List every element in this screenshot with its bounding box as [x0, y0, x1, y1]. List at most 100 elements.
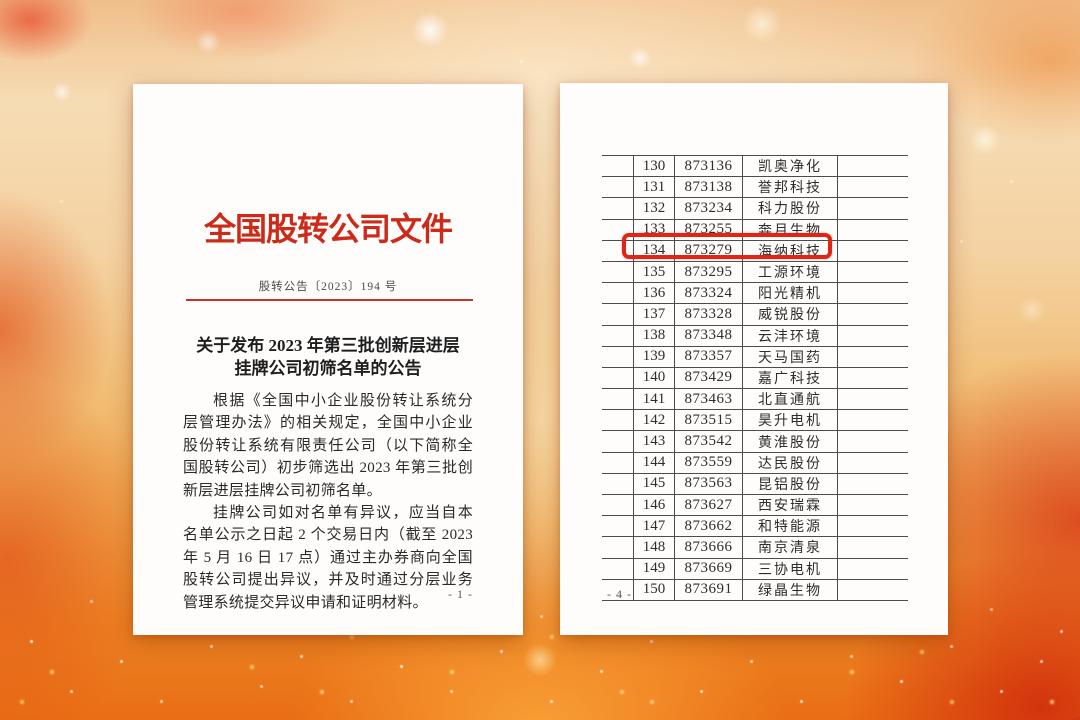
left-stub-cell — [602, 198, 633, 218]
left-stub-cell — [602, 326, 633, 346]
right-stub-cell — [837, 261, 908, 283]
left-stub-cell — [602, 177, 633, 197]
row-number-cell: 139 — [633, 346, 674, 367]
row-number-cell: 143 — [633, 431, 674, 452]
page-number-right: - 4 - — [607, 587, 632, 601]
table-row: 150 873691 绿晶生物 — [602, 579, 908, 601]
company-name-cell: 三协电机 — [742, 558, 837, 579]
stock-code-cell: 873348 — [674, 325, 742, 346]
heading-line-1: 关于发布 2023 年第三批创新层进层 — [196, 336, 460, 355]
company-name-cell: 誉邦科技 — [742, 177, 837, 198]
left-stub-cell — [602, 537, 633, 557]
left-stub-cell — [602, 474, 633, 494]
company-name-cell: 北直通航 — [742, 389, 837, 410]
company-name-cell: 和特能源 — [742, 516, 837, 537]
stock-code-cell: 873138 — [674, 177, 742, 198]
table-row: 141 873463 北直通航 — [602, 389, 908, 411]
stock-code-cell: 873357 — [674, 346, 742, 367]
company-name-cell: 南京清泉 — [742, 537, 837, 558]
left-stub-cell — [602, 156, 633, 176]
row-number-cell: 144 — [633, 452, 674, 473]
company-name-cell: 阳光精机 — [742, 283, 837, 304]
page-number-left: - 1 - — [448, 587, 473, 601]
row-number-cell: 141 — [633, 389, 674, 410]
table-row: 132 873234 科力股份 — [602, 198, 908, 220]
right-stub-cell — [837, 177, 908, 198]
row-number-cell: 132 — [633, 198, 674, 219]
right-stub-cell — [837, 240, 908, 261]
company-name-cell: 嘉广科技 — [742, 367, 837, 389]
doc-number: 股转公告〔2023〕194 号 — [258, 281, 398, 293]
right-stub-cell — [837, 304, 908, 325]
company-list-page: 130 873136 凯奥净化 131 873138 誉邦科技 132 8732… — [560, 83, 948, 635]
table-row: 137 873328 威锐股份 — [602, 304, 908, 326]
row-number-cell: 142 — [633, 410, 674, 431]
row-number-cell: 147 — [633, 516, 674, 537]
highlight-box — [622, 233, 832, 259]
right-stub-cell — [837, 410, 908, 431]
left-stub-cell — [602, 431, 633, 451]
table-row: 140 873429 嘉广科技 — [602, 367, 908, 390]
table-row: 135 873295 工源环境 — [602, 261, 908, 284]
right-stub-cell — [837, 219, 908, 240]
company-list-table: 130 873136 凯奥净化 131 873138 誉邦科技 132 8732… — [602, 155, 908, 601]
right-stub-cell — [837, 473, 908, 494]
company-name-cell: 达民股份 — [742, 452, 837, 473]
left-stub-cell — [602, 389, 633, 409]
left-stub-cell — [602, 368, 633, 388]
stock-code-cell: 873559 — [674, 452, 742, 473]
row-number-cell: 135 — [633, 261, 674, 283]
row-number-cell: 134 — [633, 240, 674, 261]
company-name-cell: 云沣环境 — [742, 325, 837, 346]
row-number-cell: 131 — [633, 177, 674, 198]
company-name-cell: 昊升电机 — [742, 410, 837, 431]
right-stub-cell — [837, 346, 908, 367]
body-paragraph-1: 根据《全国中小企业股份转让系统分层管理办法》的相关规定，全国中小企业股份转让系统… — [183, 393, 473, 499]
left-stub-cell — [602, 283, 633, 303]
row-number-cell: 138 — [633, 325, 674, 346]
company-name-cell: 科力股份 — [742, 198, 837, 219]
table-row: 130 873136 凯奥净化 — [602, 156, 908, 178]
document-title: 全国股转公司文件 — [203, 211, 453, 247]
table-row: 148 873666 南京清泉 — [602, 537, 908, 559]
left-stub-cell — [602, 559, 633, 579]
glitter-sparkles-yellow — [0, 0, 4, 4]
row-number-cell: 146 — [633, 495, 674, 516]
table-row: 144 873559 达民股份 — [602, 452, 908, 474]
left-stub-cell — [602, 495, 633, 515]
stock-code-cell: 873669 — [674, 558, 742, 579]
company-name-cell: 凯奥净化 — [742, 156, 837, 177]
left-stub-cell — [602, 410, 633, 430]
announcement-body: 根据《全国中小企业股份转让系统分层管理办法》的相关规定，全国中小企业股份转让系统… — [183, 390, 473, 614]
row-number-cell: 137 — [633, 304, 674, 325]
right-stub-cell — [837, 558, 908, 579]
stock-code-cell: 873563 — [674, 473, 742, 494]
right-stub-cell — [837, 516, 908, 537]
right-stub-cell — [837, 452, 908, 473]
left-stub-cell — [602, 453, 633, 473]
body-paragraph-2: 挂牌公司如对名单有异议，应当自本名单公示之日起 2 个交易日内（截至 2023 … — [183, 505, 473, 611]
stock-code-cell: 873295 — [674, 261, 742, 283]
right-stub-cell — [837, 367, 908, 389]
right-stub-cell — [837, 198, 908, 219]
table-row: 139 873357 天马国药 — [602, 346, 908, 368]
stock-code-cell: 873328 — [674, 304, 742, 325]
row-number-cell: 149 — [633, 558, 674, 579]
stock-code-cell: 873627 — [674, 495, 742, 516]
right-stub-cell — [837, 156, 908, 177]
stock-code-cell: 873666 — [674, 537, 742, 558]
right-stub-cell — [837, 389, 908, 410]
stock-code-cell: 873542 — [674, 431, 742, 452]
red-rule-divider — [186, 299, 473, 301]
row-number-cell: 145 — [633, 473, 674, 494]
right-stub-cell — [837, 537, 908, 558]
stock-code-cell: 873515 — [674, 410, 742, 431]
row-number-cell: 150 — [633, 579, 674, 600]
table-row: 138 873348 云沣环境 — [602, 325, 908, 347]
company-name-cell: 威锐股份 — [742, 304, 837, 325]
right-stub-cell — [837, 579, 908, 600]
table-row: 146 873627 西安瑞霖 — [602, 495, 908, 517]
stock-code-cell: 873662 — [674, 516, 742, 537]
company-name-cell: 天马国药 — [742, 346, 837, 367]
